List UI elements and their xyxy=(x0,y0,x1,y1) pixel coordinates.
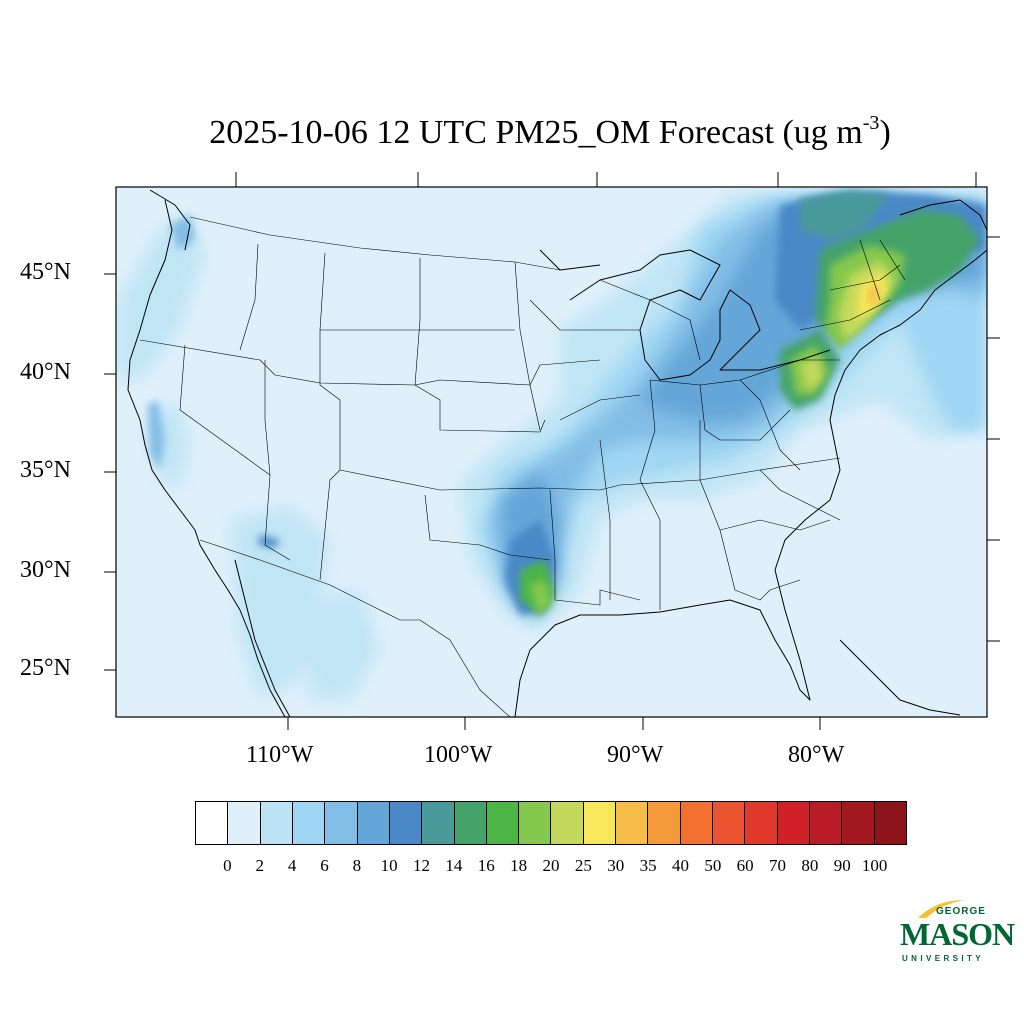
colorbar-box xyxy=(196,802,229,844)
logo-george-text: GEORGE xyxy=(936,906,986,917)
colorbar-box xyxy=(648,802,681,844)
colorbar-label: 25 xyxy=(574,856,592,875)
colorbar-box xyxy=(809,802,843,844)
coastlines xyxy=(127,189,987,717)
swoosh-icon xyxy=(918,900,964,918)
colorbar-label: 6 xyxy=(320,856,329,875)
colorbar xyxy=(195,801,907,845)
colorbar-label: 4 xyxy=(287,856,297,875)
colorbar-label: 100 xyxy=(861,856,888,875)
colorbar-box xyxy=(260,802,293,844)
colorbar-box xyxy=(325,802,358,844)
colorbar-label: 18 xyxy=(510,856,528,875)
map-frame xyxy=(115,186,988,718)
lon-label-80w: 80°W xyxy=(788,742,845,768)
title-text: 2025-10-06 12 UTC PM25_OM Forecast (ug m xyxy=(209,114,863,151)
colorbar-label: 8 xyxy=(352,856,362,875)
colorbar-label: 0 xyxy=(223,856,232,875)
concentration-field xyxy=(116,187,987,717)
colorbar-box xyxy=(454,802,487,844)
state-borders xyxy=(139,216,906,717)
axis-ticks xyxy=(104,172,1000,730)
colorbar-box xyxy=(357,802,390,844)
colorbar-label: 10 xyxy=(380,856,398,875)
colorbar-label: 30 xyxy=(607,856,625,875)
colorbar-labels: 0 2 4 6 8 10 12 14 16 18 20 25 30 35 40 50 60 70 80 90 100 xyxy=(0,856,1024,876)
colorbar-label: 14 xyxy=(445,856,463,875)
colorbar-box xyxy=(551,802,584,844)
lat-label-35n: 35°N xyxy=(20,457,71,483)
colorbar-label: 60 xyxy=(736,856,754,875)
title-close: ) xyxy=(879,114,891,151)
colorbar-box xyxy=(228,802,261,844)
lat-label-30n: 30°N xyxy=(20,557,71,583)
colorbar-box xyxy=(519,802,552,844)
colorbar-box xyxy=(777,802,810,844)
colorbar-label: 40 xyxy=(671,856,689,875)
colorbar-label: 12 xyxy=(413,856,431,875)
university-logo: GEORGE MASON UNIVERSITY xyxy=(898,898,1015,968)
lat-label-40n: 40°N xyxy=(20,359,71,385)
colorbar-box xyxy=(842,802,875,844)
colorbar-label: 90 xyxy=(833,856,851,875)
colorbar-box xyxy=(745,802,778,844)
colorbar-box xyxy=(616,802,649,844)
logo-mason-text: MASON xyxy=(900,916,1015,952)
lon-label-90w: 90°W xyxy=(607,742,664,768)
logo-university-text: UNIVERSITY xyxy=(902,954,985,963)
colorbar-label: 16 xyxy=(477,856,495,875)
colorbar-box xyxy=(583,802,617,844)
colorbar-box xyxy=(486,802,520,844)
lon-label-100w: 100°W xyxy=(424,742,493,768)
title-exponent: -3 xyxy=(862,112,880,134)
lat-label-25n: 25°N xyxy=(20,655,71,681)
colorbar-box xyxy=(874,802,906,844)
colorbar-label: 35 xyxy=(639,856,657,875)
colorbar-label: 70 xyxy=(769,856,787,875)
colorbar-label: 80 xyxy=(801,856,819,875)
colorbar-box xyxy=(713,802,746,844)
colorbar-box xyxy=(389,802,423,844)
colorbar-label: 20 xyxy=(542,856,560,875)
lat-label-45n: 45°N xyxy=(20,259,71,285)
colorbar-box xyxy=(422,802,455,844)
colorbar-box xyxy=(292,802,326,844)
plot-title: 2025-10-06 12 UTC PM25_OM Forecast (ug m… xyxy=(0,112,1024,152)
lon-label-110w: 110°W xyxy=(246,742,314,768)
colorbar-box xyxy=(680,802,713,844)
colorbar-label: 50 xyxy=(704,856,722,875)
colorbar-label: 2 xyxy=(255,856,264,875)
